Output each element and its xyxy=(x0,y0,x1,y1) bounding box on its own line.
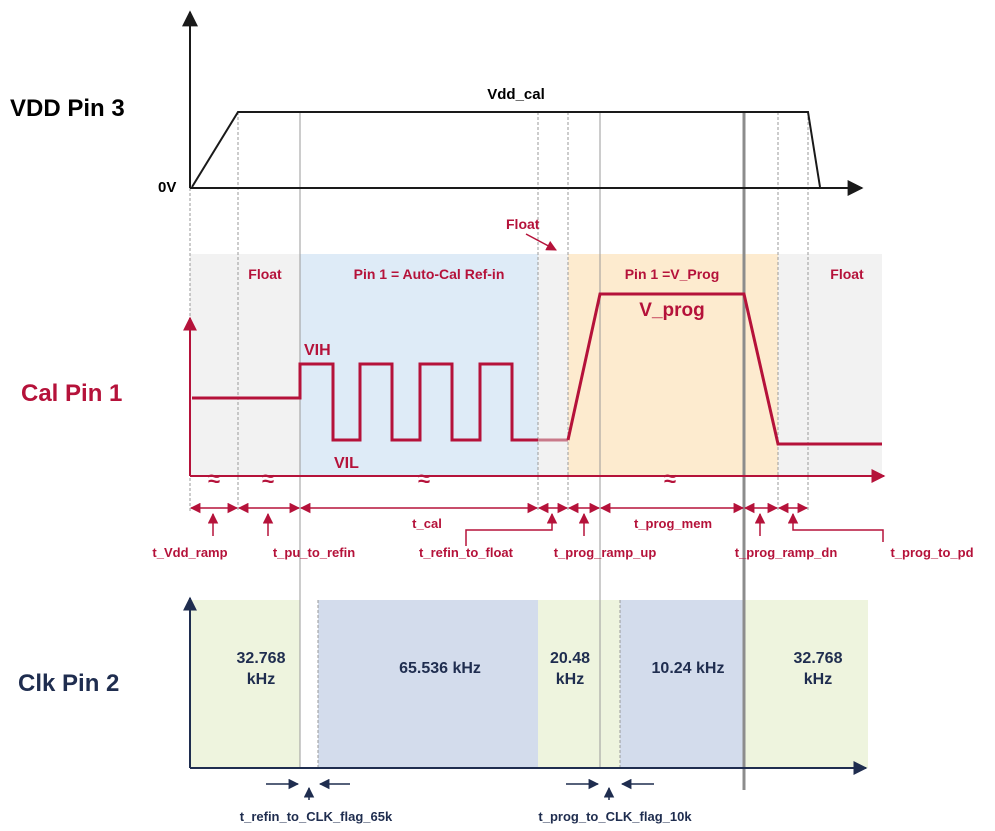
region-auto-cal: Pin 1 = Auto-Cal Ref-in xyxy=(354,266,505,282)
cal-section: ≈ ≈ ≈ ≈ Cal Pin 1 Float Pin 1 = Auto-Cal… xyxy=(21,216,886,491)
vprog-label: V_prog xyxy=(639,300,704,321)
break-mark-1: ≈ xyxy=(208,466,220,491)
break-mark-3: ≈ xyxy=(418,466,430,491)
region-float-3: Float xyxy=(830,266,864,282)
freq-20k-value: 20.48 xyxy=(550,650,590,667)
vprog-waveform xyxy=(566,292,882,446)
label-t-vdd-ramp: t_Vdd_ramp xyxy=(152,545,227,560)
freq-65k: 65.536 kHz xyxy=(399,660,481,677)
timing-guides-long xyxy=(299,112,621,768)
freq-20k-unit: kHz xyxy=(556,671,584,688)
freq-32k-a-value: 32.768 xyxy=(237,650,286,667)
flag-65k-label: t_refin_to_CLK_flag_65k xyxy=(240,809,393,824)
label-t-prog-to-pd: t_prog_to_pd xyxy=(890,545,973,560)
region-float-1: Float xyxy=(248,266,282,282)
float-note: Float xyxy=(506,216,540,232)
label-t-pu-to-refin: t_pu_to_refin xyxy=(273,545,355,560)
clk-band-20k xyxy=(538,600,620,768)
clk-pin-label: Clk Pin 2 xyxy=(18,670,119,697)
region-vprog: Pin 1 =V_Prog xyxy=(625,266,720,282)
freq-10k: 10.24 kHz xyxy=(652,660,725,677)
vdd-pin-label: VDD Pin 3 xyxy=(10,95,125,122)
band-float-2 xyxy=(538,254,568,476)
break-mark-4: ≈ xyxy=(664,466,676,491)
clk-band-10k xyxy=(620,600,744,768)
band-float-1 xyxy=(190,254,300,476)
label-t-prog-ramp-up: t_prog_ramp_up xyxy=(554,545,657,560)
clk-band-65k xyxy=(318,600,538,768)
float-note-arrow xyxy=(525,233,557,251)
vih-label: VIH xyxy=(304,342,331,359)
flag-10k-label: t_prog_to_CLK_flag_10k xyxy=(538,809,692,824)
label-t-prog-ramp-dn: t_prog_ramp_dn xyxy=(735,545,838,560)
timing-arrows xyxy=(189,502,884,546)
zero-volt-label: 0V xyxy=(158,179,176,196)
vdd-section: VDD Pin 3 Vdd_cal 0V xyxy=(10,10,864,196)
clk-section: Clk Pin 2 32.768 kHz 65.536 kHz 20.48 kH… xyxy=(18,596,868,824)
label-t-refin-to-float: t_refin_to_float xyxy=(419,545,514,560)
cal-waveform xyxy=(192,362,538,442)
vdd-waveform xyxy=(191,111,821,188)
band-float-3 xyxy=(778,254,882,476)
clk-region-bands xyxy=(190,600,868,768)
clk-band-32k-b xyxy=(744,600,868,768)
label-t-cal: t_cal xyxy=(412,516,442,531)
freq-32k-b-unit: kHz xyxy=(804,671,832,688)
timing-labels: t_Vdd_ramp t_pu_to_refin t_cal t_refin_t… xyxy=(152,516,973,560)
freq-32k-b-value: 32.768 xyxy=(794,650,843,667)
freq-32k-a-unit: kHz xyxy=(247,671,275,688)
label-t-prog-mem: t_prog_mem xyxy=(634,516,712,531)
clk-band-32k-a xyxy=(190,600,300,768)
break-mark-2: ≈ xyxy=(262,466,274,491)
vdd-cal-label: Vdd_cal xyxy=(487,86,545,103)
cal-pin-label: Cal Pin 1 xyxy=(21,380,122,407)
vil-label: VIL xyxy=(334,455,359,472)
